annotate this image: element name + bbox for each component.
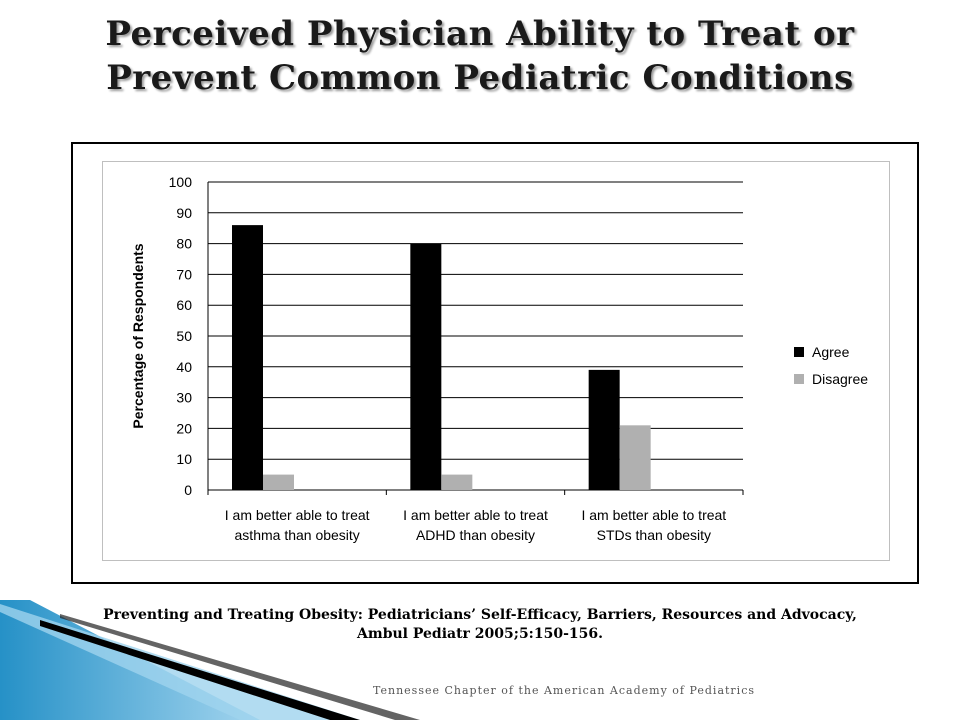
y-tick-label: 40 bbox=[176, 359, 192, 375]
chart-legend: Agree Disagree bbox=[794, 341, 868, 395]
y-axis-label: Percentage of Respondents bbox=[130, 243, 146, 428]
legend-item-agree: Agree bbox=[794, 341, 868, 362]
x-category-label: asthma than obesity bbox=[235, 527, 360, 543]
y-tick-label: 30 bbox=[176, 390, 192, 406]
slide-title-line-2: Prevent Common Pediatric Conditions bbox=[106, 58, 854, 98]
bar-disagree-1 bbox=[263, 474, 294, 490]
y-tick-label: 20 bbox=[176, 420, 192, 436]
bar-disagree-3 bbox=[619, 425, 651, 490]
bar-disagree-2 bbox=[441, 474, 473, 490]
x-category-label: I am better able to treat bbox=[225, 507, 370, 523]
legend-swatch-agree bbox=[794, 346, 804, 357]
x-category-label: I am better able to treat bbox=[403, 507, 548, 523]
bar-chart: 0 10 20 30 40 50 60 70 80 90 100 Percentage of Resp… bbox=[130, 174, 744, 543]
slide-title: Perceived Physician Ability to Treat or … bbox=[0, 12, 960, 100]
y-tick-label: 60 bbox=[176, 297, 192, 313]
citation: Preventing and Treating Obesity: Pediatr… bbox=[0, 606, 960, 644]
x-category-label: ADHD than obesity bbox=[416, 527, 535, 543]
x-category-label: STDs than obesity bbox=[597, 527, 711, 543]
chart-frame: 0 10 20 30 40 50 60 70 80 90 100 Percentage of Resp… bbox=[71, 142, 919, 584]
citation-line-1: Preventing and Treating Obesity: Pediatr… bbox=[103, 607, 857, 623]
citation-line-2: Ambul Pediatr 2005;5:150-156. bbox=[357, 626, 603, 642]
footer-text: Tennessee Chapter of the American Academ… bbox=[373, 684, 756, 697]
bar-agree-1 bbox=[232, 225, 263, 490]
y-tick-label: 50 bbox=[176, 328, 192, 344]
bar-agree-2 bbox=[410, 243, 442, 490]
y-tick-label: 10 bbox=[176, 451, 192, 467]
legend-swatch-disagree bbox=[794, 373, 804, 384]
legend-label-agree: Agree bbox=[812, 343, 850, 360]
y-tick-label: 0 bbox=[184, 482, 192, 498]
x-category-label: I am better able to treat bbox=[581, 507, 726, 523]
legend-item-disagree: Disagree bbox=[794, 368, 868, 389]
legend-label-disagree: Disagree bbox=[812, 370, 869, 387]
y-tick-label: 70 bbox=[176, 266, 192, 282]
y-tick-label: 90 bbox=[176, 205, 192, 221]
bar-agree-3 bbox=[588, 369, 620, 490]
y-tick-label: 100 bbox=[169, 174, 193, 190]
chart-area: 0 10 20 30 40 50 60 70 80 90 100 Percentage of Resp… bbox=[102, 161, 890, 561]
slide-title-line-1: Perceived Physician Ability to Treat or bbox=[105, 14, 855, 54]
y-tick-label: 80 bbox=[176, 236, 192, 252]
decorative-swoosh bbox=[0, 600, 420, 720]
